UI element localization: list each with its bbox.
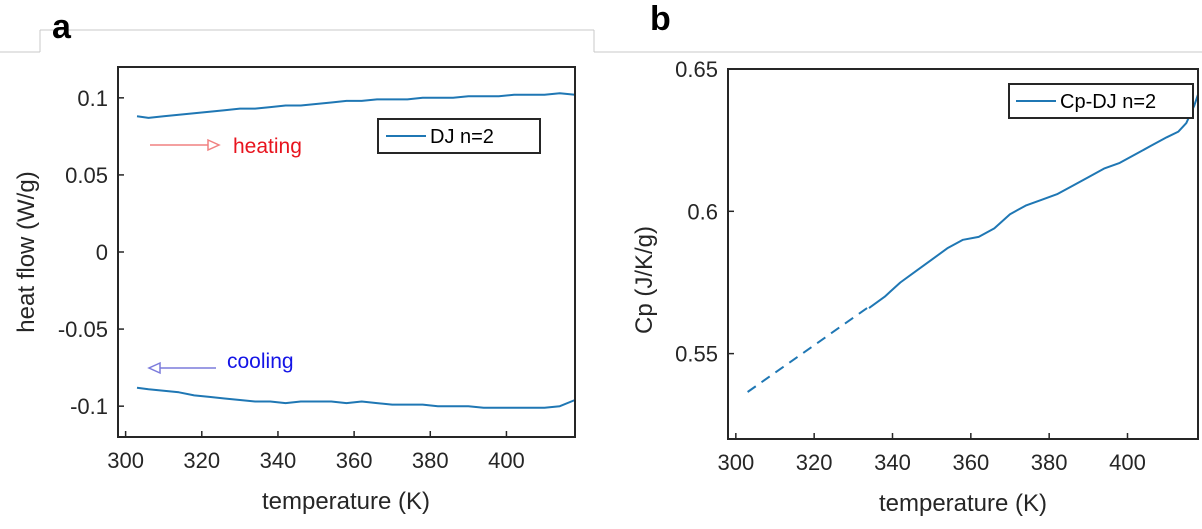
- x-tick-label: 340: [874, 450, 911, 475]
- x-tick-label: 340: [260, 448, 297, 473]
- x-tick-label: 300: [717, 450, 754, 475]
- cooling-arrow-icon: [147, 361, 161, 375]
- panel-b-y-ticks: 0.55 0.6 0.65: [675, 57, 734, 367]
- series-line-heating: [136, 92, 576, 119]
- x-tick-label: 400: [488, 448, 525, 473]
- panel-label-b: b: [650, 0, 671, 38]
- panel-label-a: a: [52, 8, 72, 46]
- panel-a: 300 320 340 360 380 400 -0.1 -0.05 0 0.05 0.1 tem…: [13, 66, 576, 515]
- x-tick-label: 320: [796, 450, 833, 475]
- panel-b-legend-label: Cp-DJ n=2: [1060, 91, 1156, 113]
- y-tick-label: 0.05: [65, 163, 108, 188]
- y-tick-label: 0.1: [77, 86, 108, 111]
- y-tick-label: -0.1: [70, 394, 108, 419]
- y-tick-label: 0.65: [675, 57, 718, 82]
- panel-a-x-axis-label: temperature (K): [262, 488, 430, 515]
- x-tick-label: 380: [1031, 450, 1068, 475]
- panel-b-y-axis-label: Cp (J/K/g): [631, 226, 658, 334]
- panel-b-plot-area: [747, 94, 1199, 393]
- panel-a-x-ticks: 300 320 340 360 380 400: [107, 431, 525, 473]
- panel-a-plot-area: [136, 92, 576, 409]
- x-tick-label: 360: [336, 448, 373, 473]
- heating-annotation: heating: [150, 135, 302, 158]
- panel-b-legend: Cp-DJ n=2: [1008, 83, 1194, 119]
- panel-b: 300 320 340 360 380 400 0.55 0.6 0.65 temperatu…: [631, 57, 1199, 517]
- cooling-annotation: cooling: [147, 350, 294, 375]
- series-line-measured: [868, 94, 1199, 309]
- panel-b-x-ticks: 300 320 340 360 380 400: [717, 433, 1146, 475]
- y-tick-label: 0.6: [687, 199, 718, 224]
- panel-a-legend: DJ n=2: [377, 118, 541, 154]
- x-tick-label: 380: [412, 448, 449, 473]
- x-tick-label: 300: [107, 448, 144, 473]
- y-tick-label: 0.55: [675, 342, 718, 367]
- x-tick-label: 360: [952, 450, 989, 475]
- panel-a-y-axis-label: heat flow (W/g): [13, 171, 40, 332]
- x-tick-label: 400: [1109, 450, 1146, 475]
- panel-a-y-ticks: -0.1 -0.05 0 0.05 0.1: [58, 86, 124, 419]
- x-tick-label: 320: [183, 448, 220, 473]
- series-line-cooling: [136, 386, 576, 409]
- panel-a-legend-label: DJ n=2: [430, 126, 494, 148]
- series-line-extrapolated: [747, 305, 870, 393]
- y-tick-label: -0.05: [58, 317, 108, 342]
- y-tick-label: 0: [96, 240, 108, 265]
- panel-b-x-axis-label: temperature (K): [879, 490, 1047, 517]
- cooling-label: cooling: [227, 350, 294, 373]
- panel-b-axes-box: [727, 68, 1199, 440]
- heating-arrow-icon: [207, 138, 221, 152]
- heating-label: heating: [233, 135, 302, 158]
